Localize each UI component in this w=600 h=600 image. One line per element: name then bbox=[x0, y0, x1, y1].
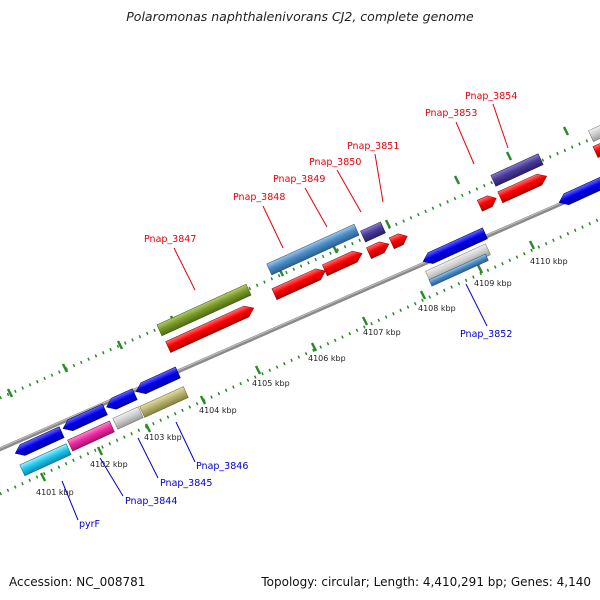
gene-pyrf[interactable] bbox=[19, 443, 72, 477]
tick-label: 4101 kbp bbox=[36, 488, 74, 497]
gene-label-pnap-3850[interactable]: Pnap_3850 bbox=[309, 157, 361, 168]
major-tick bbox=[562, 126, 570, 136]
leader-line-pnap-3850 bbox=[336, 169, 362, 213]
gene-label-pnap-3844[interactable]: Pnap_3844 bbox=[125, 496, 177, 507]
gene-reverse-blue-small[interactable] bbox=[104, 388, 138, 413]
tick-label: 4105 kbp bbox=[252, 379, 290, 388]
leader-line-pnap-3851 bbox=[374, 153, 384, 203]
leader-line-pnap-3845 bbox=[137, 437, 159, 479]
tick-label: 4102 kbp bbox=[90, 460, 128, 469]
major-tick bbox=[505, 151, 513, 161]
gene-reverse-blue-4101[interactable] bbox=[13, 426, 65, 459]
accession-label: Accession: NC_008781 bbox=[9, 575, 146, 589]
genome-summary: Topology: circular; Length: 4,410,291 bp… bbox=[261, 575, 591, 589]
major-tick bbox=[310, 342, 318, 352]
tick-label: 4108 kbp bbox=[418, 304, 456, 313]
gene-label-pyrf[interactable]: pyrF bbox=[79, 519, 100, 530]
gene-reverse-blue-3852a[interactable] bbox=[421, 227, 488, 267]
gene-pnap-3846[interactable] bbox=[139, 386, 189, 418]
gene-pnap-3849[interactable] bbox=[321, 248, 364, 277]
gene-reverse-blue-4104[interactable] bbox=[134, 366, 181, 397]
major-tick bbox=[419, 290, 427, 300]
gene-label-pnap-3854[interactable]: Pnap_3854 bbox=[465, 91, 517, 102]
gene-label-pnap-3847[interactable]: Pnap_3847 bbox=[144, 234, 196, 245]
gene-edge-red[interactable] bbox=[592, 136, 600, 158]
major-tick bbox=[361, 316, 369, 326]
major-tick bbox=[96, 446, 104, 456]
gene-pnap-3851[interactable] bbox=[360, 221, 386, 243]
major-tick bbox=[6, 388, 14, 398]
gene-pnap-3853[interactable] bbox=[476, 193, 498, 212]
major-tick bbox=[116, 340, 124, 350]
gene-reverse-blue-edge[interactable] bbox=[557, 174, 600, 208]
major-tick bbox=[61, 363, 69, 373]
major-tick bbox=[144, 423, 152, 433]
leader-line-pnap-3848 bbox=[262, 205, 284, 249]
gene-label-pnap-3845[interactable]: Pnap_3845 bbox=[160, 478, 212, 489]
leader-line-pnap-3844 bbox=[99, 457, 124, 497]
leader-line-pnap-3847 bbox=[173, 247, 196, 291]
gene-pnap-3850[interactable] bbox=[366, 239, 391, 259]
gene-pnap-3847[interactable] bbox=[156, 283, 252, 337]
leader-line-pnap-3852 bbox=[465, 283, 488, 327]
gene-label-pnap-3853[interactable]: Pnap_3853 bbox=[425, 108, 477, 119]
gene-reverse-blue-4102[interactable] bbox=[61, 403, 108, 434]
tick-label: 4109 kbp bbox=[474, 279, 512, 288]
gene-pnap-3848[interactable] bbox=[266, 223, 360, 276]
gene-label-pnap-3851[interactable]: Pnap_3851 bbox=[347, 141, 399, 152]
gene-label-pnap-3846[interactable]: Pnap_3846 bbox=[196, 461, 248, 472]
tick-label: 4104 kbp bbox=[199, 406, 237, 415]
leader-line-pyrf bbox=[61, 480, 79, 521]
tick-label: 4110 kbp bbox=[530, 257, 568, 266]
gene-forward-red-large[interactable] bbox=[165, 303, 257, 353]
leader-line-pnap-3849 bbox=[304, 187, 328, 228]
tick-label: 4106 kbp bbox=[308, 354, 346, 363]
leader-line-pnap-3854 bbox=[492, 103, 509, 149]
gene-pnap-3844[interactable] bbox=[67, 420, 115, 452]
major-tick bbox=[199, 395, 207, 405]
gene-label-pnap-3852[interactable]: Pnap_3852 bbox=[460, 329, 512, 340]
gene-pnap-3852[interactable] bbox=[428, 253, 489, 287]
gene-forward-red-small[interactable] bbox=[388, 231, 409, 250]
tick-label: 4107 kbp bbox=[363, 328, 401, 337]
gene-label-pnap-3848[interactable]: Pnap_3848 bbox=[233, 192, 285, 203]
major-tick bbox=[384, 219, 392, 229]
gene-edge-gray[interactable] bbox=[588, 117, 600, 142]
leader-line-pnap-3853 bbox=[455, 121, 475, 165]
leader-line-pnap-3846 bbox=[175, 421, 196, 463]
major-tick bbox=[39, 472, 47, 482]
major-tick bbox=[528, 240, 536, 250]
map-title: Polaromonas naphthalenivorans CJ2, compl… bbox=[126, 9, 474, 24]
major-tick bbox=[476, 264, 484, 274]
gene-pnap-3854[interactable] bbox=[490, 153, 544, 187]
gene-forward-red-3848b[interactable] bbox=[271, 266, 328, 300]
gene-label-pnap-3849[interactable]: Pnap_3849 bbox=[273, 174, 325, 185]
major-tick bbox=[453, 175, 461, 185]
gene-pnap-3845[interactable] bbox=[112, 406, 144, 430]
major-tick bbox=[254, 365, 262, 375]
gene-forward-red-3854b[interactable] bbox=[497, 171, 549, 204]
genome-backbone-highlight bbox=[0, 185, 600, 449]
tick-label: 4103 kbp bbox=[144, 433, 182, 442]
